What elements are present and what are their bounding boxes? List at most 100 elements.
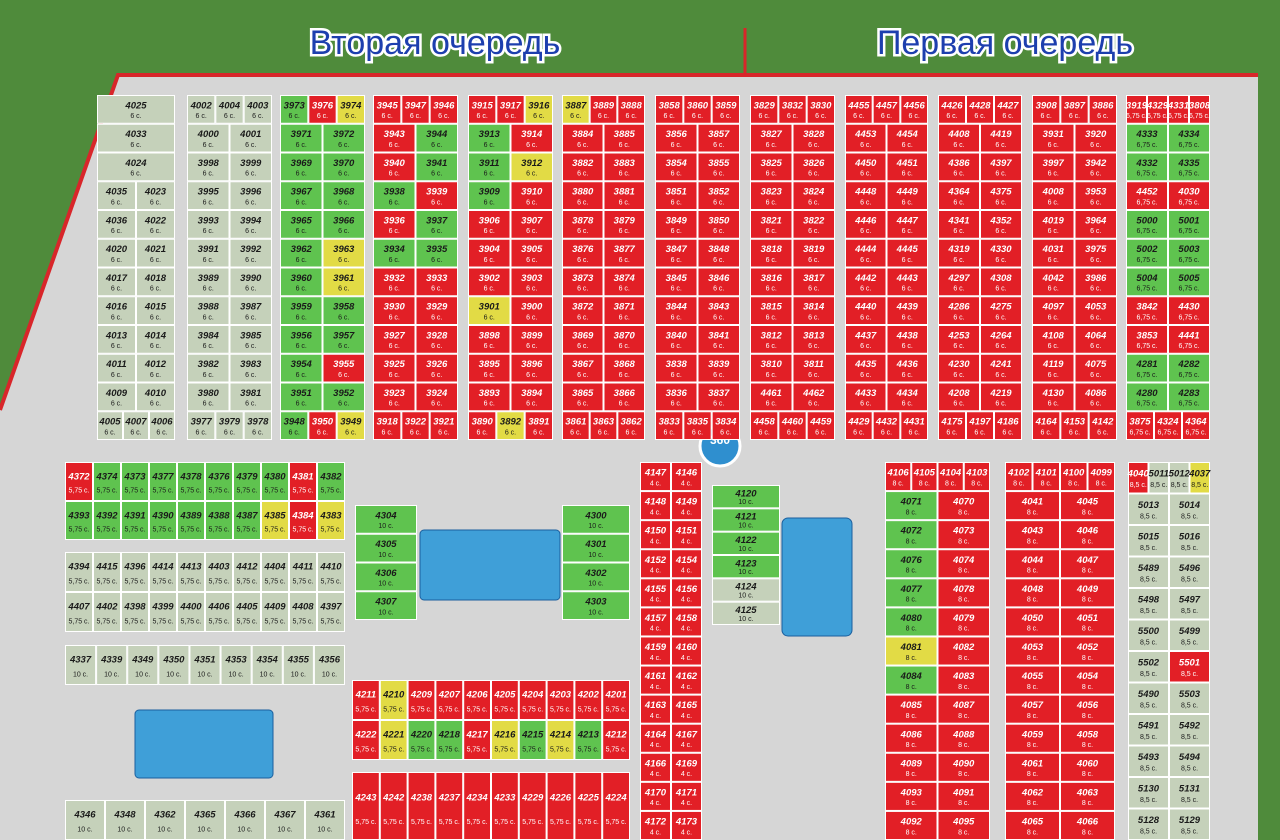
plot[interactable] bbox=[886, 123, 928, 153]
plot[interactable] bbox=[1032, 325, 1075, 354]
plot[interactable] bbox=[187, 210, 230, 239]
plot[interactable] bbox=[845, 325, 887, 354]
plot[interactable] bbox=[282, 645, 314, 685]
plot[interactable] bbox=[1169, 462, 1190, 494]
plot[interactable] bbox=[1169, 777, 1210, 809]
plot[interactable] bbox=[97, 325, 136, 354]
plot[interactable] bbox=[1032, 267, 1075, 297]
plot[interactable] bbox=[373, 181, 416, 210]
plot[interactable] bbox=[574, 680, 603, 720]
plot[interactable] bbox=[317, 552, 345, 592]
plot[interactable] bbox=[1168, 267, 1210, 297]
plot[interactable] bbox=[655, 152, 698, 182]
plot[interactable] bbox=[435, 680, 464, 720]
plot[interactable] bbox=[136, 238, 175, 268]
plot[interactable] bbox=[712, 531, 780, 556]
plot[interactable] bbox=[1169, 556, 1210, 588]
plot[interactable] bbox=[750, 267, 793, 297]
plot[interactable] bbox=[149, 501, 177, 540]
plot[interactable] bbox=[603, 296, 645, 325]
plot[interactable] bbox=[938, 95, 966, 124]
plot[interactable] bbox=[280, 152, 323, 182]
plot[interactable] bbox=[121, 462, 149, 501]
plot[interactable] bbox=[407, 720, 436, 760]
plot[interactable] bbox=[885, 665, 938, 695]
plot[interactable] bbox=[562, 95, 590, 124]
plot[interactable] bbox=[671, 665, 702, 695]
plot[interactable] bbox=[1128, 556, 1169, 588]
plot[interactable] bbox=[149, 592, 177, 632]
plot[interactable] bbox=[697, 123, 740, 153]
plot[interactable] bbox=[980, 210, 1022, 239]
plot[interactable] bbox=[792, 210, 835, 239]
plot[interactable] bbox=[1088, 95, 1117, 124]
plot[interactable] bbox=[1168, 382, 1210, 412]
plot[interactable] bbox=[562, 353, 604, 383]
plot[interactable] bbox=[1128, 588, 1169, 620]
plot[interactable] bbox=[1169, 525, 1210, 557]
plot[interactable] bbox=[158, 645, 190, 685]
plot[interactable] bbox=[885, 462, 912, 492]
plot[interactable] bbox=[562, 267, 604, 297]
plot[interactable] bbox=[1168, 296, 1210, 325]
plot[interactable] bbox=[1169, 619, 1210, 651]
plot[interactable] bbox=[778, 95, 807, 124]
plot[interactable] bbox=[136, 382, 175, 412]
plot[interactable] bbox=[937, 752, 990, 782]
plot[interactable] bbox=[136, 325, 175, 354]
plot[interactable] bbox=[589, 411, 618, 440]
plot[interactable] bbox=[938, 181, 980, 210]
plot[interactable] bbox=[1126, 325, 1168, 354]
plot[interactable] bbox=[886, 238, 928, 268]
plot[interactable] bbox=[336, 411, 365, 440]
plot[interactable] bbox=[187, 267, 230, 297]
plot[interactable] bbox=[697, 325, 740, 354]
plot[interactable] bbox=[280, 238, 323, 268]
plot[interactable] bbox=[93, 552, 121, 592]
plot[interactable] bbox=[373, 296, 416, 325]
plot[interactable] bbox=[845, 411, 873, 440]
plot[interactable] bbox=[1032, 238, 1075, 268]
plot[interactable] bbox=[177, 592, 205, 632]
plot[interactable] bbox=[280, 123, 323, 153]
plot[interactable] bbox=[463, 772, 492, 840]
plot[interactable] bbox=[938, 353, 980, 383]
plot[interactable] bbox=[1060, 810, 1115, 840]
plot[interactable] bbox=[697, 181, 740, 210]
plot[interactable] bbox=[1005, 578, 1060, 608]
plot[interactable] bbox=[980, 382, 1022, 412]
plot[interactable] bbox=[938, 325, 980, 354]
plot[interactable] bbox=[980, 181, 1022, 210]
plot[interactable] bbox=[885, 491, 938, 521]
plot[interactable] bbox=[640, 665, 671, 695]
plot[interactable] bbox=[496, 411, 525, 440]
plot[interactable] bbox=[562, 562, 630, 592]
plot[interactable] bbox=[937, 520, 990, 550]
plot[interactable] bbox=[1126, 353, 1168, 383]
plot[interactable] bbox=[415, 210, 458, 239]
plot[interactable] bbox=[510, 152, 553, 182]
plot[interactable] bbox=[468, 382, 511, 412]
plot[interactable] bbox=[603, 325, 645, 354]
plot[interactable] bbox=[233, 501, 261, 540]
plot[interactable] bbox=[938, 123, 980, 153]
plot[interactable] bbox=[1126, 181, 1168, 210]
plot[interactable] bbox=[373, 411, 402, 440]
plot[interactable] bbox=[435, 720, 464, 760]
plot[interactable] bbox=[994, 95, 1022, 124]
plot[interactable] bbox=[937, 781, 990, 811]
plot[interactable] bbox=[280, 95, 309, 124]
plot[interactable] bbox=[229, 325, 272, 354]
plot[interactable] bbox=[491, 720, 519, 760]
plot[interactable] bbox=[603, 181, 645, 210]
plot[interactable] bbox=[468, 181, 511, 210]
plot[interactable] bbox=[792, 181, 835, 210]
plot[interactable] bbox=[496, 95, 525, 124]
plot[interactable] bbox=[1060, 549, 1115, 579]
plot[interactable] bbox=[1074, 267, 1117, 297]
plot[interactable] bbox=[1060, 520, 1115, 550]
plot[interactable] bbox=[1060, 636, 1115, 666]
plot[interactable] bbox=[886, 210, 928, 239]
plot[interactable] bbox=[603, 210, 645, 239]
plot[interactable] bbox=[1005, 636, 1060, 666]
